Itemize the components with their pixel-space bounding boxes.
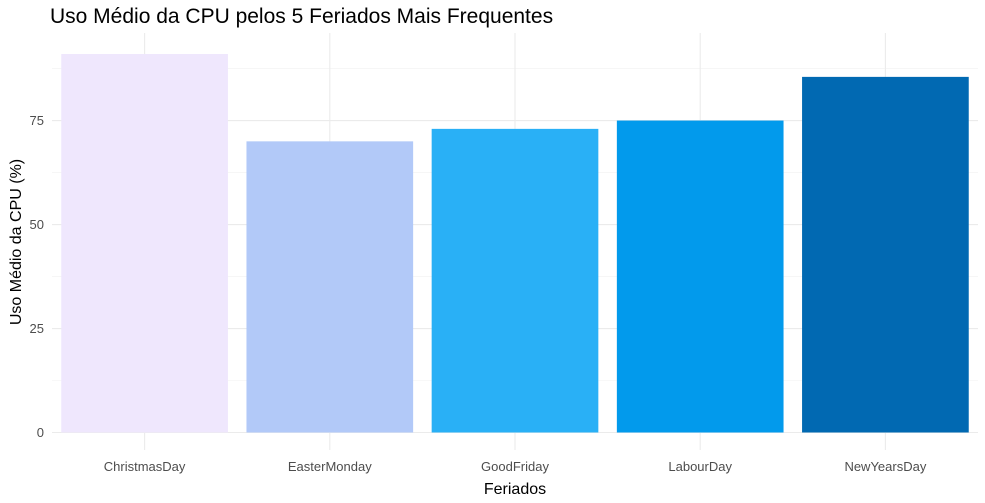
bar-GoodFriday bbox=[431, 128, 599, 433]
bars bbox=[61, 54, 969, 433]
y-tick-label: 75 bbox=[30, 113, 44, 128]
bar-EasterMonday bbox=[246, 141, 414, 433]
y-tick-label: 25 bbox=[30, 321, 44, 336]
y-tick-label: 50 bbox=[30, 217, 44, 232]
bar-NewYearsDay bbox=[802, 76, 969, 433]
x-tick-label: EasterMonday bbox=[288, 459, 372, 474]
x-axis-title: Feriados bbox=[484, 481, 546, 498]
bar-LabourDay bbox=[616, 120, 784, 433]
x-tick-label: NewYearsDay bbox=[844, 459, 926, 474]
y-axis-title: Uso Médio da CPU (%) bbox=[8, 159, 25, 325]
chart-title: Uso Médio da CPU pelos 5 Feriados Mais F… bbox=[50, 5, 553, 28]
bar-ChristmasDay bbox=[61, 54, 228, 433]
y-tick-label: 0 bbox=[37, 425, 44, 440]
x-tick-label: LabourDay bbox=[668, 459, 732, 474]
x-tick-label: ChristmasDay bbox=[104, 459, 186, 474]
y-axis-ticks: 0 25 50 75 bbox=[30, 113, 44, 440]
x-axis-ticks: ChristmasDay EasterMonday GoodFriday Labour… bbox=[104, 459, 927, 474]
x-tick-label: GoodFriday bbox=[481, 459, 549, 474]
